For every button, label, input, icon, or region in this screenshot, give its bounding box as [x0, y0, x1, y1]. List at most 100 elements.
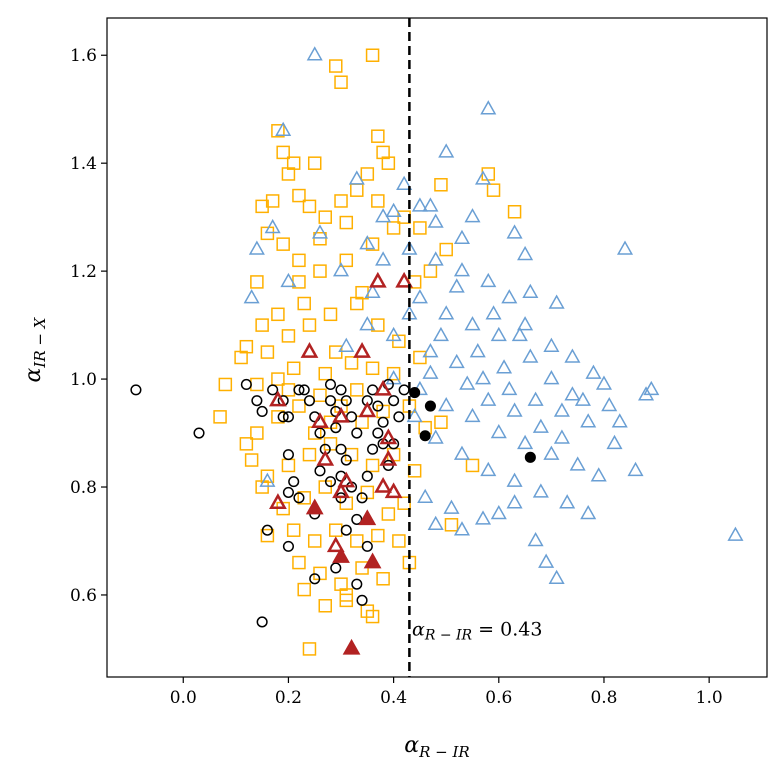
orange-square-point [281, 329, 296, 343]
orange-square-point [318, 599, 332, 613]
orange-square-point [339, 593, 354, 608]
blue-triangle-point [485, 305, 502, 320]
orange-square-point [323, 307, 338, 322]
black-open-circle-point [351, 427, 363, 439]
orange-square-point [250, 426, 264, 440]
red-open-triangle-point [326, 536, 345, 553]
blue-triangle-point [585, 364, 602, 379]
red-open-triangle-point [269, 493, 287, 509]
black-open-circle-point [340, 454, 352, 466]
black-open-circle-point [309, 573, 321, 585]
orange-square-point [292, 188, 306, 203]
blue-triangle-point [606, 434, 623, 450]
y-tick-label: 0.6 [70, 586, 97, 606]
blue-triangle-point [522, 348, 539, 363]
blue-triangle-point [375, 251, 392, 266]
blue-triangle-point [490, 326, 507, 342]
red-open-triangle-point [368, 271, 387, 288]
blue-triangle-point [538, 553, 555, 568]
orange-square-point [444, 518, 459, 532]
black-open-circle-point [256, 405, 268, 418]
orange-square-point [292, 253, 306, 268]
threshold-annotation: αR − IR = 0.43 [412, 618, 542, 643]
red-open-triangle-point [332, 482, 350, 499]
blue-triangle-point [474, 510, 492, 525]
orange-square-point [260, 528, 275, 543]
orange-square-point [286, 523, 301, 537]
black-open-circle-point [356, 594, 368, 606]
orange-square-point [507, 205, 522, 219]
red-open-triangles-series [269, 271, 414, 553]
red-filled-triangle-point [305, 498, 324, 515]
orange-square-point [276, 145, 290, 160]
y-axis-label: αIR − X [21, 316, 49, 382]
blue-triangle-point [480, 100, 497, 115]
black-open-circle-point [372, 427, 384, 439]
blue-triangle-point [548, 569, 565, 585]
black-open-circle-point [324, 378, 337, 391]
blue-triangle-point [532, 418, 549, 433]
orange-square-point [365, 237, 380, 251]
x-tick-label: 0.6 [485, 688, 512, 708]
orange-square-point [313, 388, 327, 403]
orange-square-point [250, 377, 264, 392]
blue-triangle-point [311, 224, 329, 239]
red-open-triangle-point [379, 449, 398, 466]
blue-triangle-point [411, 197, 428, 212]
orange-square-point [213, 410, 227, 424]
orange-square-point [313, 264, 327, 278]
blue-triangle-point [259, 472, 276, 487]
black-filled-circle-point [524, 451, 536, 463]
black-open-circle-point [314, 427, 326, 439]
blue-triangle-point [564, 348, 581, 363]
blue-triangle-point [511, 326, 528, 342]
black-open-circle-point [288, 476, 300, 488]
black-open-circle-point [324, 395, 337, 407]
plot-marks [130, 46, 744, 656]
orange-square-point [239, 437, 254, 451]
orange-square-point [334, 194, 348, 208]
blue-triangle-point [569, 456, 586, 471]
black-open-circle-point [356, 492, 368, 504]
red-filled-triangle-point [342, 638, 361, 655]
orange-square-point [292, 555, 306, 570]
orange-square-point [218, 377, 233, 392]
blue-triangle-point [427, 429, 444, 444]
blue-triangle-point [501, 289, 518, 304]
orange-square-point [244, 453, 259, 467]
blue-triangle-point [385, 370, 402, 385]
orange-square-point [434, 415, 448, 430]
orange-square-point [371, 528, 385, 543]
y-tick-label: 0.8 [70, 478, 97, 498]
blue-triangle-point [543, 370, 560, 385]
orange-square-point [392, 534, 406, 548]
blue-triangle-point [501, 380, 518, 396]
red-open-triangle-point [353, 342, 371, 358]
orange-square-point [465, 458, 480, 473]
y-axis-ticks: 0.6 0.8 1.0 1.2 1.4 1.6 [70, 46, 107, 606]
blue-triangle-point [543, 445, 560, 460]
blue-triangle-point [727, 526, 744, 541]
black-open-circle-point [372, 400, 384, 412]
black-open-circle-point [351, 578, 363, 590]
blue-triangle-point [448, 353, 465, 369]
orange-square-point [371, 194, 385, 208]
blue-triangle-point [448, 278, 465, 293]
blue-triangle-point [243, 289, 260, 304]
x-axis-label: αR − IR [404, 733, 469, 761]
blue-triangle-point [459, 375, 476, 390]
blue-triangle-point [443, 499, 460, 514]
orange-square-point [286, 361, 301, 376]
blue-triangle-point [264, 218, 281, 234]
orange-square-point [271, 307, 285, 322]
orange-square-point [381, 507, 396, 521]
red-open-triangle-point [384, 482, 403, 499]
red-open-triangle-point [311, 412, 329, 429]
x-tick-label: 0.2 [275, 688, 302, 708]
orange-square-point [234, 350, 248, 365]
blue-triangle-point [438, 143, 455, 158]
orange-square-point [365, 609, 380, 624]
black-open-circle-point [282, 486, 294, 498]
blue-triangle-point [580, 504, 597, 520]
